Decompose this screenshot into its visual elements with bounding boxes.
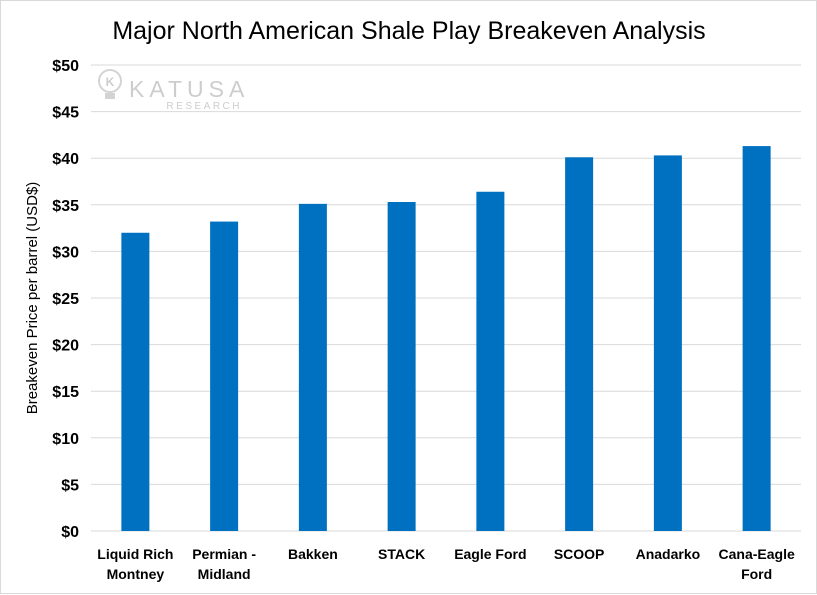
y-tick-label: $50 xyxy=(52,58,79,75)
x-category-label: STACK xyxy=(378,546,425,562)
bar xyxy=(210,221,239,532)
y-tick-label: $10 xyxy=(52,431,79,448)
y-tick-label: $40 xyxy=(52,151,79,168)
bar xyxy=(742,146,771,532)
bar xyxy=(653,155,682,532)
x-category-label: Eagle Ford xyxy=(454,546,526,562)
bar xyxy=(565,157,594,531)
bar xyxy=(476,191,505,531)
lightbulb-base-icon xyxy=(105,93,115,99)
katusa-watermark: K KATUSA RESEARCH xyxy=(98,69,249,112)
x-category-label: Cana-Eagle Ford xyxy=(719,546,795,582)
y-tick-label: $30 xyxy=(52,244,79,261)
bar xyxy=(121,232,150,531)
x-category-label: SCOOP xyxy=(554,546,605,562)
bar xyxy=(298,203,327,532)
y-tick-label: $20 xyxy=(52,338,79,355)
x-category-label: Bakken xyxy=(288,546,338,562)
y-tick-label: $25 xyxy=(52,291,79,308)
y-tick-label: $45 xyxy=(52,105,79,122)
y-tick-label: $5 xyxy=(61,477,79,494)
watermark-logo-letter: K xyxy=(106,75,115,89)
x-category-label: Permian -Midland xyxy=(192,546,256,582)
y-tick-label: $15 xyxy=(52,384,79,401)
y-tick-label: $0 xyxy=(61,524,79,541)
y-tick-label: $35 xyxy=(52,198,79,215)
bars xyxy=(121,146,771,532)
watermark-sub: RESEARCH xyxy=(166,101,242,112)
gridlines xyxy=(91,64,801,532)
x-axis-categories: Liquid Rich Montney Permian -Midland Bakken… xyxy=(97,546,795,582)
lightbulb-icon xyxy=(98,69,122,93)
x-category-label: Liquid Rich Montney xyxy=(97,546,173,582)
y-axis-ticks: $0 $5 $10 $15 $20 $25 $30 $35 $40 $45 $50 xyxy=(52,58,79,541)
chart-title: Major North American Shale Play Breakeve… xyxy=(112,17,705,45)
x-category-label: Anadarko xyxy=(636,546,701,562)
y-axis-label: Breakeven Price per barrel (USD$) xyxy=(24,182,41,415)
bar xyxy=(387,202,416,531)
watermark-brand: KATUSA xyxy=(129,76,249,102)
